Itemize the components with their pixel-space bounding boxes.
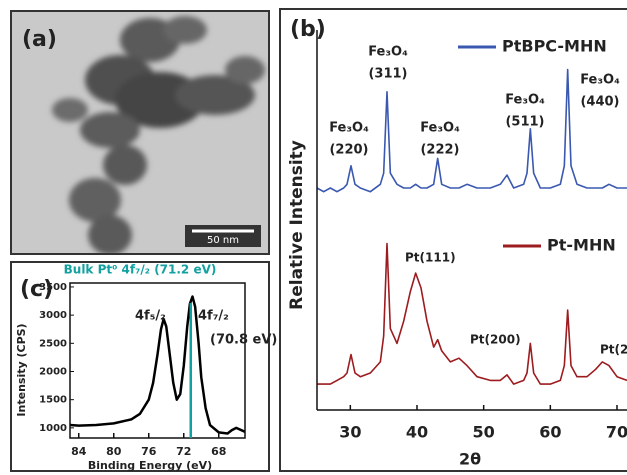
peak-phase: Fe₃O₄: [329, 121, 369, 136]
panel-frame: [10, 261, 270, 472]
scale-bar-label: 50 nm: [207, 235, 239, 246]
y-tick-label: 2000: [39, 366, 67, 377]
x-tick-label: 50: [473, 423, 495, 442]
legend-label: Pt-MHN: [547, 236, 616, 255]
y-tick-label: 2500: [39, 338, 67, 349]
peak-phase: Fe₃O₄: [580, 73, 620, 88]
plot: [316, 68, 627, 385]
x-tick-label: 60: [539, 423, 561, 442]
reference-label: Bulk Pt⁰ 4f₇/₂ (71.2 eV): [64, 263, 217, 277]
x-tick-label: 80: [106, 445, 122, 458]
y-tick-label: 1500: [39, 395, 67, 406]
peak-plane: (222): [420, 143, 459, 158]
panel-frame: [279, 8, 627, 472]
annotation: 4f₅/₂: [135, 309, 166, 324]
data-line: [316, 68, 627, 193]
plot-frame: [69, 282, 246, 439]
x-tick-label: 72: [176, 445, 191, 458]
annotation: 4f₇/₂: [198, 309, 229, 324]
annotation: Pt(220): [600, 343, 627, 357]
x-tick-label: 40: [406, 423, 428, 442]
peak-phase: Fe₃O₄: [505, 93, 545, 108]
panel-label: (b): [290, 17, 326, 42]
peak-phase: Fe₃O₄: [368, 45, 408, 60]
data-line: [69, 295, 246, 435]
y-tick-label: 1000: [39, 423, 67, 434]
panel-label: (a): [22, 27, 57, 52]
y-tick-label: 3500: [39, 282, 67, 293]
peak-plane: (511): [505, 115, 544, 130]
panel-label: (c): [20, 277, 53, 302]
peak-plane: (220): [329, 143, 368, 158]
y-axis-label: Relative Intensity: [287, 140, 307, 310]
y-tick-label: 3000: [39, 310, 67, 321]
plot: [69, 295, 246, 435]
x-axis-label: 2θ: [459, 450, 481, 469]
x-tick-label: 76: [141, 445, 157, 458]
annotation: Pt(111): [405, 251, 456, 265]
peak-plane: (311): [368, 67, 407, 82]
x-tick-label: 84: [71, 445, 87, 458]
x-tick-label: 30: [339, 423, 361, 442]
annotation: Pt(200): [470, 333, 521, 347]
x-tick-label: 70: [606, 423, 627, 442]
y-axis-label: Intensity (CPS): [15, 323, 28, 416]
data-line: [317, 242, 627, 385]
peak-phase: Fe₃O₄: [420, 121, 460, 136]
x-tick-label: 68: [211, 445, 226, 458]
particle-cluster: [52, 16, 265, 253]
peak-plane: (440): [580, 95, 619, 110]
x-axis-label: Binding Energy (eV): [88, 459, 212, 472]
legend-label: PtBPC-MHN: [502, 37, 607, 56]
annotation: (70.8 eV): [210, 333, 277, 348]
